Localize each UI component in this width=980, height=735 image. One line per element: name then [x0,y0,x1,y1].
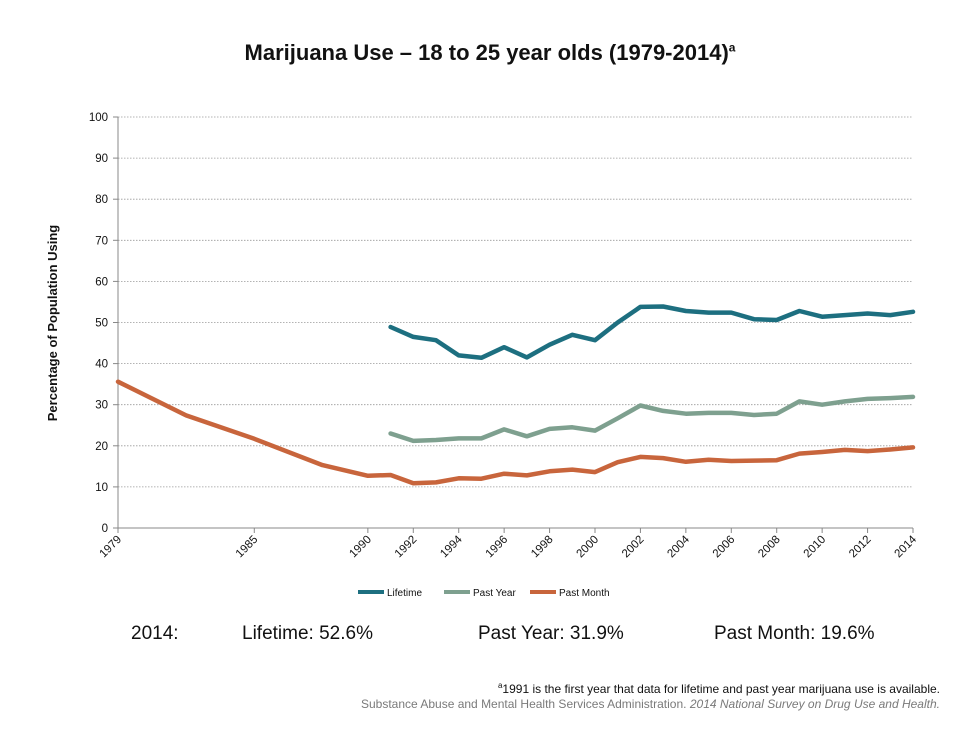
y-tick-label: 80 [95,194,108,206]
x-tick-label: 1990 [347,534,374,561]
x-tick-label: 2000 [575,534,602,561]
legend-label: Past Year [473,588,516,599]
x-tick-label: 1996 [484,534,511,561]
gridlines [118,116,913,488]
chart-title: Marijuana Use – 18 to 25 year olds (1979… [244,40,736,65]
footnote: a1991 is the first year that data for li… [498,681,940,696]
title-superscript: a [728,40,736,55]
legend-label: Past Month [559,588,610,599]
x-tick-label: 1992 [393,534,420,561]
footnote-text: 1991 is the first year that data for lif… [502,682,940,696]
summary-past-month: Past Month: 19.6% [714,623,875,644]
footnote-marker: a [497,681,503,690]
y-axis-label: Percentage of Population Using [45,225,60,422]
summary-2014: 2014: Lifetime: 52.6% Past Year: 31.9% P… [0,623,980,649]
x-tick-label: 2010 [802,534,829,561]
y-tick-label: 50 [95,318,108,330]
summary-lifetime: Lifetime: 52.6% [242,623,373,644]
x-tick-label: 2002 [620,534,647,561]
series-line-past-year [388,394,916,444]
y-tick-label: 30 [95,400,108,412]
y-tick-label: 0 [102,523,108,535]
x-tick-labels: 1979 1985 1990 1992 1994 1996 1998 2000 2002 2004… [98,533,920,560]
y-tick-label: 70 [95,235,108,247]
y-tick-label: 40 [95,359,108,371]
summary-past-year: Past Year: 31.9% [478,623,624,644]
source-citation: Substance Abuse and Mental Health Servic… [361,697,940,711]
y-tick-label: 90 [95,153,108,165]
y-tick-label: 60 [95,276,108,288]
x-tick-label: 1998 [529,534,556,561]
axes [113,116,914,533]
x-tick-label: 2012 [847,534,874,561]
x-tick-label: 2014 [893,533,920,560]
summary-year: 2014: [131,623,179,644]
y-tick-label: 20 [95,441,108,453]
y-tick-labels: 0 10 20 30 40 50 60 70 80 90 100 [89,112,108,535]
source-title: 2014 National Survey on Drug Use and Hea… [689,697,940,711]
y-tick-label: 100 [89,112,108,124]
series-line-lifetime [388,304,916,361]
x-tick-label: 2006 [711,534,738,561]
x-tick-label: 1979 [98,534,125,561]
legend-label: Lifetime [387,588,422,599]
series-line-past-month [115,379,916,486]
x-tick-label: 1985 [234,534,261,561]
series-lines [115,304,916,486]
x-tick-label: 2008 [756,534,783,561]
x-tick-label: 2004 [665,533,692,560]
source-org: Substance Abuse and Mental Health Servic… [360,697,687,711]
y-tick-label: 10 [95,482,108,494]
x-tick-label: 1994 [438,533,465,560]
legend: Lifetime Past Year Past Month [358,588,610,599]
